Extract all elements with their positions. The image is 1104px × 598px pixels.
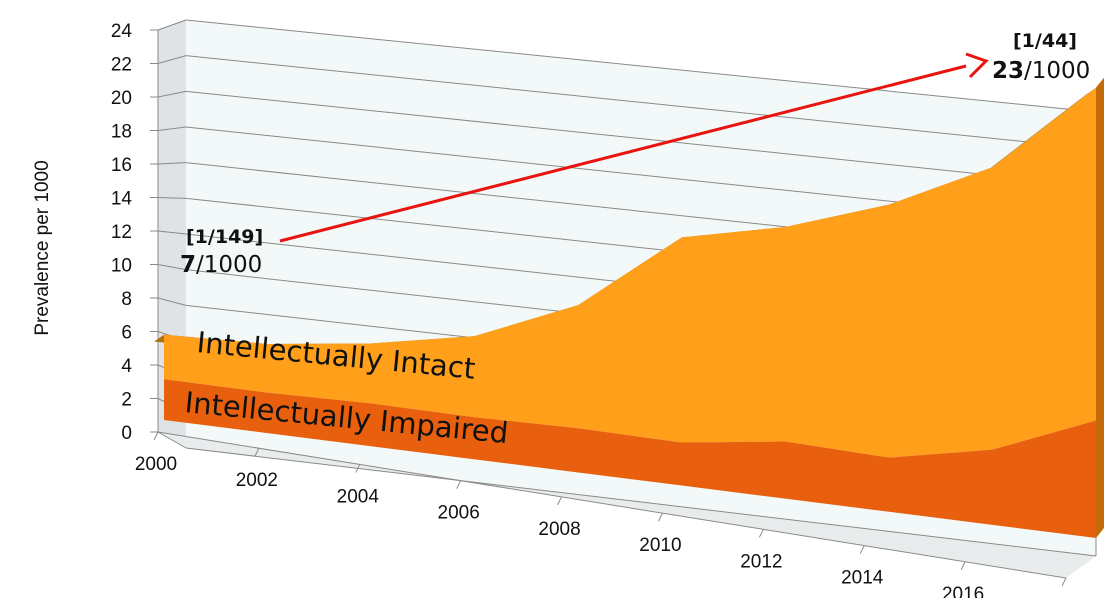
x-tick-label: 2016 — [942, 584, 984, 598]
gridline-side — [157, 264, 187, 271]
x-tick-mark — [153, 431, 159, 441]
x-tick-mark — [758, 529, 764, 538]
series-areas — [154, 77, 1104, 538]
end-fraction-label: [1/44] — [1013, 30, 1077, 52]
x-tick-label: 2004 — [337, 486, 380, 507]
x-tick-mark — [1061, 577, 1067, 587]
x-tick-label: 2008 — [538, 519, 580, 540]
start-value-unit: /1000 — [196, 252, 262, 278]
y-tick-label: 2 — [121, 390, 132, 411]
x-tick-label: 2006 — [438, 503, 480, 524]
x-tick-label: 2010 — [639, 535, 681, 556]
growth-arrow-head — [965, 52, 989, 79]
area-side-face — [1096, 77, 1104, 538]
y-tick-label: 16 — [111, 155, 132, 176]
y-axis-label: Prevalence per 1000 — [32, 160, 53, 335]
y-tick-label: 22 — [111, 55, 132, 76]
x-tick-label: 2002 — [236, 470, 278, 491]
end-value-number: 23 — [992, 58, 1024, 84]
gridline-side — [157, 297, 187, 306]
x-tick-mark — [355, 464, 361, 473]
gridline-side — [157, 162, 187, 165]
gridline-side — [157, 197, 187, 199]
x-tick-label: 2012 — [740, 551, 782, 572]
series-area-impaired — [164, 379, 1096, 538]
gridline-side — [157, 55, 187, 64]
gridline-y — [185, 90, 1097, 187]
gridline-side — [157, 431, 187, 449]
start-value-number: 7 — [180, 252, 196, 278]
y-tick-label: 0 — [121, 423, 132, 444]
gridline-y — [185, 447, 1097, 557]
end-value-label: 23/1000 — [992, 58, 1090, 84]
gridline-side — [157, 90, 187, 98]
x-tick-label: 2014 — [841, 568, 884, 589]
gridline-side — [157, 230, 187, 235]
x-tick-mark — [557, 496, 563, 506]
growth-arrow — [279, 52, 989, 243]
y-tick-label: 4 — [121, 356, 132, 377]
y-tick-label: 12 — [111, 222, 132, 243]
x-tick-label: 2000 — [135, 454, 177, 475]
start-value-label: 7/1000 — [180, 252, 262, 278]
series-area-intact — [164, 87, 1096, 458]
y-tick-label: 6 — [121, 323, 132, 344]
gridline-side — [157, 126, 187, 131]
x-axis-ticks: 2000200220042006200820102012201420162018 — [135, 431, 1067, 598]
x-tick-mark — [254, 447, 260, 457]
floor — [158, 432, 1096, 578]
gridline-y — [185, 19, 1097, 113]
x-axis-line — [157, 431, 1067, 579]
gridline-y — [185, 55, 1097, 150]
x-tick-mark — [960, 561, 966, 571]
start-fraction-label: [1/149] — [186, 226, 263, 248]
end-value-unit: /1000 — [1024, 58, 1090, 84]
gridline-side — [157, 19, 187, 31]
x-tick-mark — [657, 512, 663, 522]
y-tick-label: 10 — [111, 256, 132, 277]
y-tick-label: 18 — [111, 122, 132, 143]
y-tick-label: 24 — [111, 21, 133, 42]
y-tick-label: 14 — [111, 189, 133, 210]
growth-arrow-line — [279, 64, 967, 243]
y-tick-label: 20 — [111, 88, 132, 109]
x-tick-mark — [456, 480, 462, 489]
y-tick-label: 8 — [121, 289, 132, 310]
x-tick-mark — [859, 545, 865, 554]
